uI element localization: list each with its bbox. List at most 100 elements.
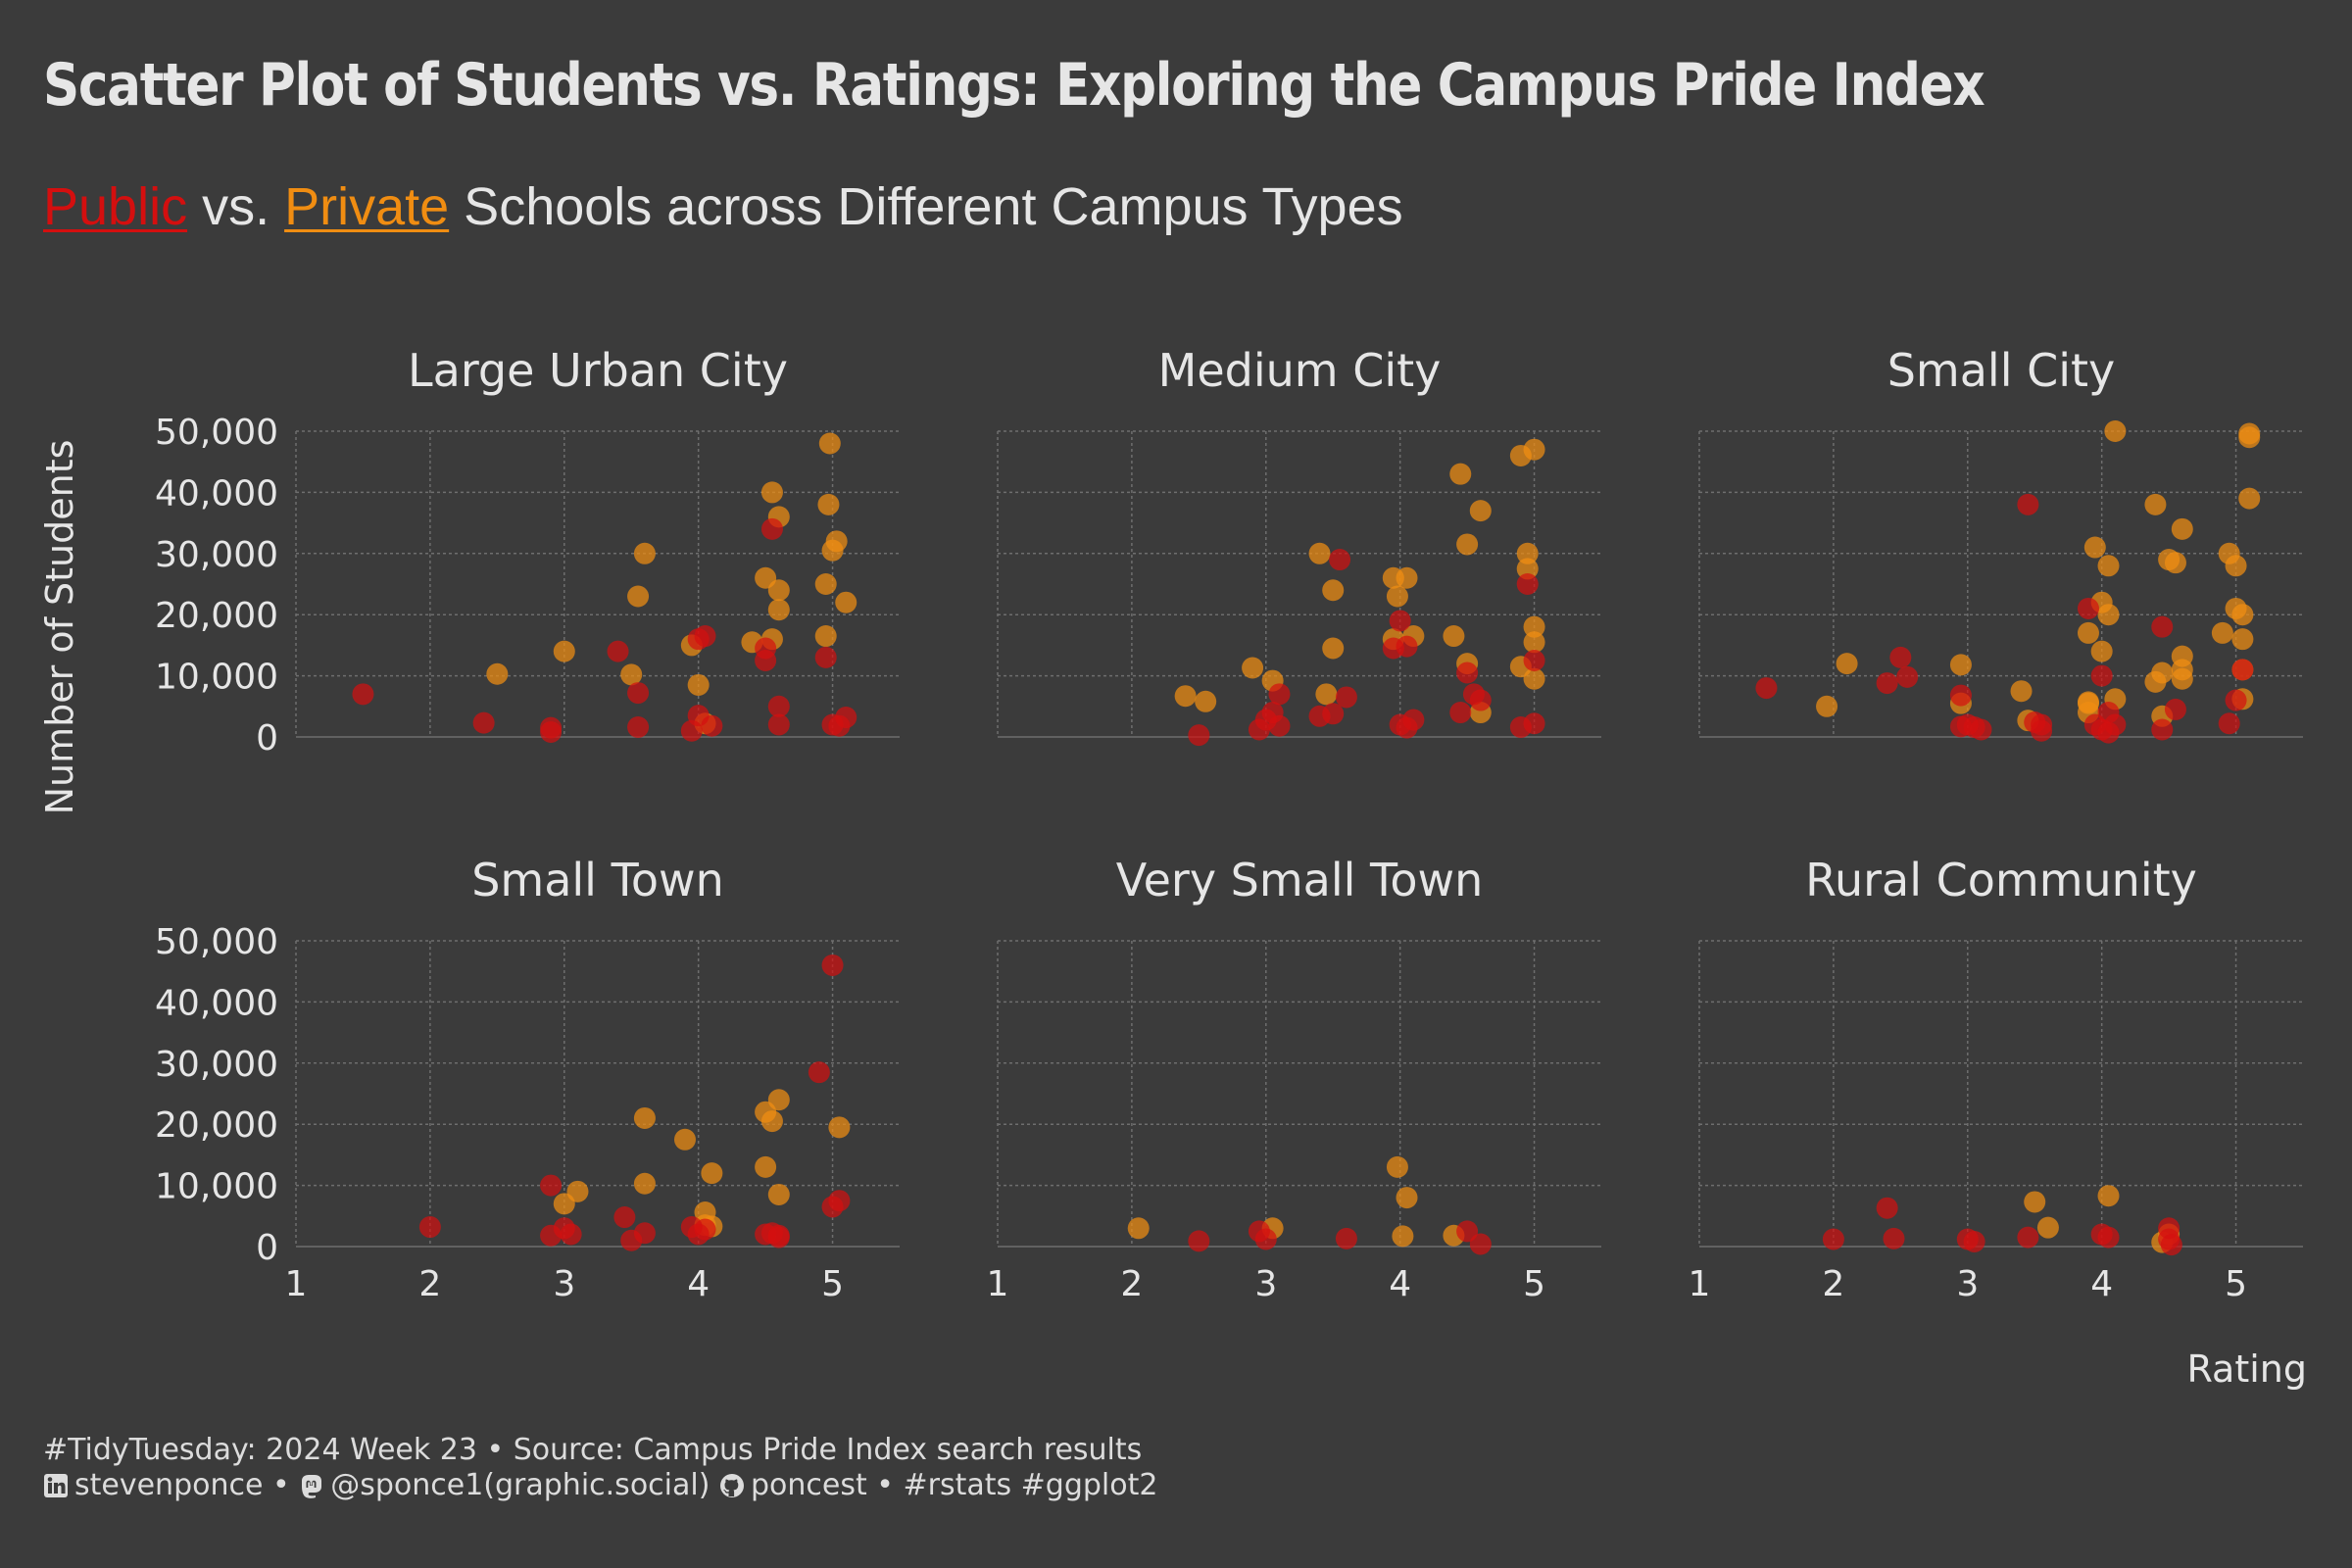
private-point [825, 530, 848, 553]
public-point [1402, 709, 1425, 731]
private-point [835, 591, 858, 613]
private-point [1322, 637, 1345, 660]
public-point [1456, 1220, 1479, 1243]
private-point [1386, 585, 1408, 608]
private-point [1443, 625, 1465, 648]
private-point [2171, 517, 2193, 540]
private-point [2171, 659, 2193, 681]
public-point [540, 721, 563, 744]
public-point [808, 1061, 830, 1084]
y-tick-label: 50,000 [155, 922, 278, 962]
x-tick-label: 5 [821, 1264, 844, 1304]
private-point [760, 481, 783, 504]
private-point [2090, 640, 2113, 662]
private-point [2231, 604, 2254, 626]
private-point [1816, 695, 1838, 717]
public-point [821, 954, 844, 976]
linkedin-handle[interactable]: stevenponce • [74, 1468, 300, 1502]
private-point [2151, 662, 2174, 684]
public-point [2097, 1226, 2120, 1249]
private-point [627, 585, 650, 608]
private-point [1516, 558, 1539, 580]
public-point [2017, 493, 2039, 515]
github-icon[interactable] [719, 1473, 745, 1498]
private-point [755, 1155, 777, 1178]
public-point [814, 646, 837, 668]
public-point [1963, 1231, 1985, 1253]
public-point [2160, 1234, 2182, 1256]
public-point [2164, 698, 2186, 720]
linkedin-icon[interactable] [43, 1473, 69, 1498]
public-point [2017, 1226, 2039, 1249]
x-tick-label: 3 [553, 1264, 575, 1304]
private-point [633, 1106, 656, 1129]
private-point [673, 1128, 696, 1151]
private-point [2211, 621, 2233, 644]
public-point [540, 1174, 563, 1197]
private-point [1396, 1187, 1418, 1209]
private-point [1127, 1217, 1150, 1240]
x-tick-label: 2 [1822, 1264, 1844, 1304]
private-point [814, 625, 837, 648]
public-point [1876, 1197, 1898, 1219]
facet-title: Very Small Town [1116, 854, 1484, 906]
private-point [2164, 552, 2186, 574]
x-tick-label: 5 [2225, 1264, 2247, 1304]
github-handle[interactable]: poncest • #rstats #ggplot2 [750, 1468, 1158, 1502]
private-point [767, 1183, 790, 1205]
private-point [1449, 463, 1472, 485]
private-point [1174, 685, 1197, 708]
public-point [627, 682, 650, 705]
x-tick-label: 2 [1120, 1264, 1143, 1304]
y-tick-label: 30,000 [155, 1045, 278, 1085]
public-point [2151, 718, 2174, 741]
x-tick-label: 4 [1389, 1264, 1411, 1304]
private-point [1516, 542, 1539, 564]
mastodon-icon[interactable] [299, 1473, 324, 1498]
public-point [1523, 712, 1545, 735]
private-point [1523, 615, 1545, 638]
public-point [1956, 713, 1979, 736]
mastodon-handle[interactable]: @sponce1(graphic.social) [330, 1468, 719, 1502]
private-point [1315, 683, 1338, 706]
public-point [1322, 703, 1345, 725]
public-point [1396, 635, 1418, 658]
private-point [2036, 1216, 2059, 1239]
x-tick-label: 1 [1689, 1264, 1711, 1304]
private-point [2010, 680, 2033, 703]
private-point [767, 579, 790, 602]
public-point [1456, 662, 1479, 684]
public-point [1188, 724, 1210, 747]
private-point [633, 1172, 656, 1195]
private-point [2144, 493, 2167, 515]
private-point [2238, 487, 2261, 510]
public-point [613, 1206, 636, 1229]
x-tick-label: 2 [418, 1264, 441, 1304]
private-point [2077, 621, 2099, 644]
y-tick-label: 40,000 [155, 473, 278, 514]
private-point [817, 493, 840, 515]
public-point [1329, 549, 1351, 571]
public-point [701, 714, 723, 737]
private-point [2083, 536, 2106, 559]
private-point [566, 1180, 589, 1202]
public-point [352, 683, 374, 706]
public-point [2225, 689, 2247, 711]
y-axis-title: Number of Students [38, 440, 81, 815]
y-tick-label: 20,000 [155, 596, 278, 636]
private-point [818, 432, 841, 455]
private-point [760, 1110, 783, 1133]
subtitle-vs: vs. [187, 177, 285, 236]
y-tick-label: 10,000 [155, 1167, 278, 1207]
public-point [607, 640, 629, 662]
private-point [814, 573, 837, 595]
public-point [2031, 719, 2053, 742]
public-point [633, 1222, 656, 1245]
private-point [1386, 1155, 1408, 1178]
public-legend-word: Public [43, 177, 188, 236]
private-point [1523, 631, 1545, 654]
private-point [1392, 1225, 1414, 1248]
private-point [2097, 555, 2120, 577]
private-point [2024, 1191, 2046, 1213]
